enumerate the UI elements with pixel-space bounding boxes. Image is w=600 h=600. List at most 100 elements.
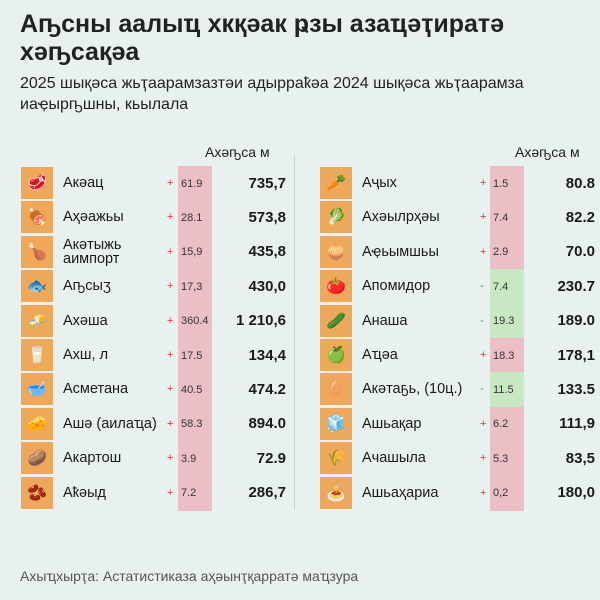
change-sign: + <box>167 211 174 224</box>
change-value: 1.5 <box>490 166 524 201</box>
egg-icon: 🥚 <box>320 373 352 406</box>
price-row: 🥔 Акартош +3.9 72.9 <box>21 441 291 477</box>
change-value: 58.3 <box>178 406 212 442</box>
carrot-icon: 🥕 <box>320 167 352 199</box>
price-value: 72.9 <box>256 449 286 467</box>
change-sign: + <box>167 486 174 499</box>
product-name: Аҳәажьы <box>63 209 124 226</box>
change-value: 28.1 <box>178 200 212 236</box>
price-row: 🍅 Апомидор -7.4 230.7 <box>320 269 595 305</box>
price-row: 🧊 Ашьақар +6.2 111,9 <box>320 406 595 442</box>
change-value: 17.5 <box>178 338 212 373</box>
cucumber-icon: 🥒 <box>320 304 352 337</box>
product-name: Акартош <box>63 450 122 467</box>
change-sign: + <box>167 452 174 465</box>
price-row: 🧈 Ахәша +360.4 1 210,6 <box>21 303 291 339</box>
change-value: 6.2 <box>490 406 524 442</box>
price-row: 🍗 Акәтыжь аимпорт +15,9 435,8 <box>21 234 291 270</box>
price-value: 735,7 <box>248 174 286 192</box>
change-sign: + <box>167 383 174 396</box>
change-sign: - <box>480 314 484 327</box>
change-value: 40.5 <box>178 372 212 408</box>
price-row: 🥒 Анаша -19.3 189.0 <box>320 303 595 339</box>
change-sign: + <box>480 177 487 189</box>
change-value: 5.3 <box>490 441 524 477</box>
product-name: Аҵәа <box>362 347 398 363</box>
price-value: 894.0 <box>248 415 286 433</box>
price-row: 🥚 Акәтаҕь, (10ц.) -11.5 133.5 <box>320 372 595 408</box>
product-name: Ашә (аилаҵа) <box>63 415 157 432</box>
page-subtitle: 2025 шықәса жьҭаарамзазтәи адырраҟәа 202… <box>20 75 524 113</box>
price-value: 573,8 <box>248 208 286 226</box>
change-sign: + <box>167 417 174 430</box>
change-value: 360.4 <box>178 303 212 339</box>
pasta-icon: 🍝 <box>320 476 352 509</box>
product-name: Апомидор <box>362 278 431 295</box>
page-title: Аҧсны аалыҵ хкқәак ҏзы азаҵәҭиратә хәҧса… <box>20 10 505 66</box>
product-name: Ашьаҳариа <box>362 484 439 501</box>
price-value: 82.2 <box>565 208 595 226</box>
change-value: 7.4 <box>490 269 524 305</box>
product-name: Акәтыжь аимпорт <box>63 236 122 267</box>
product-name: Ашьақар <box>362 415 422 432</box>
price-value: 80.8 <box>565 174 595 192</box>
change-value: 11.5 <box>490 372 524 408</box>
price-row: 🥛 Ахш, л +17.5 134,4 <box>21 338 291 373</box>
price-row: 🐟 Аҧсыӡ +17,3 430,0 <box>21 269 291 305</box>
product-name: Анаша <box>362 312 408 329</box>
change-value: 61.9 <box>178 166 212 201</box>
change-value: 7.2 <box>178 475 212 511</box>
cheese-icon: 🧀 <box>21 407 53 440</box>
apple-icon: 🍏 <box>320 339 352 371</box>
change-sign: + <box>480 452 487 465</box>
price-value: 286,7 <box>248 484 286 502</box>
sugar-icon: 🧊 <box>320 407 352 440</box>
column-divider <box>294 155 295 510</box>
price-value: 178,1 <box>557 346 595 364</box>
price-value: 189.0 <box>557 312 595 330</box>
change-sign: + <box>167 314 174 327</box>
change-value: 0,2 <box>490 475 524 511</box>
change-sign: + <box>167 349 174 361</box>
product-name: Аҷых <box>362 175 397 191</box>
change-value: 19.3 <box>490 303 524 339</box>
change-value: 15,9 <box>178 234 212 270</box>
fish-icon: 🐟 <box>21 270 53 303</box>
price-row: 🥣 Асметана +40.5 474.2 <box>21 372 291 408</box>
product-name: Аҧсыӡ <box>63 278 111 295</box>
source-note: Ахыҵхырҭа: Астатистиказа аҳәынҭқарратә м… <box>20 568 359 584</box>
product-name: Акәтаҕь, (10ц.) <box>362 381 463 398</box>
price-row: 🍏 Аҵәа +18.3 178,1 <box>320 338 595 373</box>
change-sign: + <box>480 349 487 361</box>
price-row: 🧅 Аҿьымшьы +2.9 70.0 <box>320 234 595 270</box>
beans-icon: 🫘 <box>21 476 53 509</box>
price-value: 70.0 <box>565 243 595 261</box>
product-name: Акәац <box>63 175 104 191</box>
price-value: 83,5 <box>565 449 595 467</box>
right-column-header: Ахәҧса м <box>515 144 580 160</box>
change-value: 3.9 <box>178 441 212 477</box>
product-name: Ахәша <box>63 312 108 329</box>
price-row: 🥕 Аҷых +1.5 80.8 <box>320 166 595 201</box>
change-value: 17,3 <box>178 269 212 305</box>
sour-cream-icon: 🥣 <box>21 373 53 406</box>
product-name: Ачашыла <box>362 450 426 467</box>
cabbage-icon: 🥬 <box>320 201 352 234</box>
price-value: 435,8 <box>248 243 286 261</box>
change-sign: + <box>167 177 174 189</box>
price-value: 430,0 <box>248 277 286 295</box>
price-row: 🌾 Ачашыла +5.3 83,5 <box>320 441 595 477</box>
product-name: Ахш, л <box>63 347 109 363</box>
price-row: 🍖 Аҳәажьы +28.1 573,8 <box>21 200 291 236</box>
price-value: 111,9 <box>559 415 595 433</box>
price-value: 180,0 <box>557 484 595 502</box>
change-value: 7.4 <box>490 200 524 236</box>
meat-icon: 🥩 <box>21 167 53 199</box>
change-sign: + <box>480 245 487 258</box>
onion-icon: 🧅 <box>320 235 352 268</box>
price-value: 134,4 <box>248 346 286 364</box>
change-value: 2.9 <box>490 234 524 270</box>
change-sign: + <box>167 280 174 293</box>
price-row: 🍝 Ашьаҳариа +0,2 180,0 <box>320 475 595 511</box>
price-row: 🧀 Ашә (аилаҵа) +58.3 894.0 <box>21 406 291 442</box>
